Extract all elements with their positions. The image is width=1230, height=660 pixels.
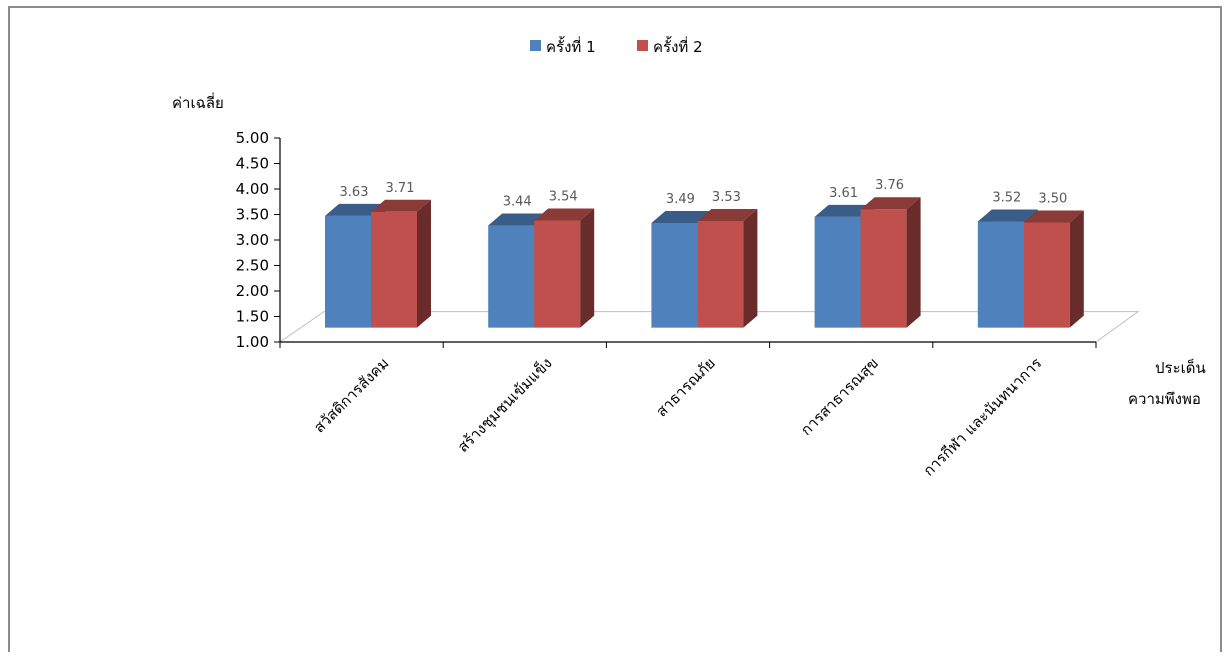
bar-side: [906, 197, 921, 328]
data-label: 3.76: [875, 178, 904, 193]
legend-swatch: [530, 40, 541, 51]
bar-top: [651, 211, 712, 224]
bar-top: [977, 209, 1038, 222]
bar-top: [488, 213, 549, 226]
y-tick-label: 2.00: [236, 282, 269, 300]
category-label: สวัสดิการสังคม: [310, 354, 392, 436]
chart-root: 5.00 4.50 4.00 3.50 3.00 2.50 2.00 1.50 1.00 ค่าเ…: [172, 36, 1206, 480]
bar-top: [1023, 210, 1084, 223]
bar-front: [488, 225, 535, 328]
bar-front: [977, 221, 1024, 328]
bar-top: [534, 208, 595, 221]
category-label: สาธารณภัย: [652, 354, 718, 420]
y-tick-label: 4.00: [236, 180, 269, 198]
data-label: 3.63: [340, 185, 369, 200]
data-label: 3.44: [503, 195, 532, 210]
bar-top: [697, 208, 758, 221]
y-tick-label: 3.00: [236, 231, 269, 249]
bar-side: [417, 199, 431, 328]
bar-front: [697, 220, 744, 328]
data-label: 3.49: [666, 192, 695, 207]
y-tick-label: 4.50: [236, 155, 269, 173]
data-label: 3.61: [829, 186, 858, 201]
chart-svg: 5.00 4.50 4.00 3.50 3.00 2.50 2.00 1.50 1.00 ค่าเ…: [172, 36, 1206, 480]
bar-front: [860, 209, 907, 328]
legend-label: ครั้งที่ 1: [546, 36, 596, 56]
x-axis-title-line2: ความพึงพอ: [1128, 390, 1201, 408]
category-label: การสาธารณสุข: [797, 354, 883, 440]
bar-front: [371, 211, 417, 328]
bar-front: [814, 216, 861, 328]
data-label: 3.54: [549, 189, 578, 204]
data-label: 3.52: [992, 190, 1021, 205]
data-label: 3.71: [386, 181, 415, 196]
y-tick-label: 2.50: [236, 257, 269, 275]
bar-side: [580, 208, 595, 328]
chart-frame: 5.00 4.50 4.00 3.50 3.00 2.50 2.00 1.50 1.00 ค่าเ…: [8, 6, 1222, 652]
y-tick-label: 1.00: [236, 333, 269, 351]
bar-side: [743, 208, 758, 328]
data-label: 3.53: [712, 190, 741, 205]
bar-front: [651, 223, 698, 328]
category-label: การกีฬา และนันทนาการ: [920, 354, 1046, 480]
legend-label: ครั้งที่ 2: [653, 36, 703, 56]
category-label: สร้างชุมชนเข้มแข็ง: [453, 353, 556, 456]
bar-top: [860, 197, 921, 210]
x-axis-title-line1: ประเด็น: [1155, 358, 1206, 377]
bar-top: [814, 204, 875, 217]
y-axis-title: ค่าเฉลี่ย: [172, 92, 224, 112]
bar-front: [325, 215, 371, 328]
y-tick-label: 1.50: [236, 308, 269, 326]
bar-top: [371, 199, 431, 212]
legend-swatch: [637, 40, 648, 51]
bar-top: [325, 203, 385, 216]
bar-front: [1023, 222, 1070, 328]
data-label: 3.50: [1038, 192, 1067, 207]
y-tick-label: 3.50: [236, 206, 269, 224]
bar-side: [1069, 210, 1084, 328]
y-tick-label: 5.00: [236, 129, 269, 147]
bar-front: [534, 220, 581, 328]
